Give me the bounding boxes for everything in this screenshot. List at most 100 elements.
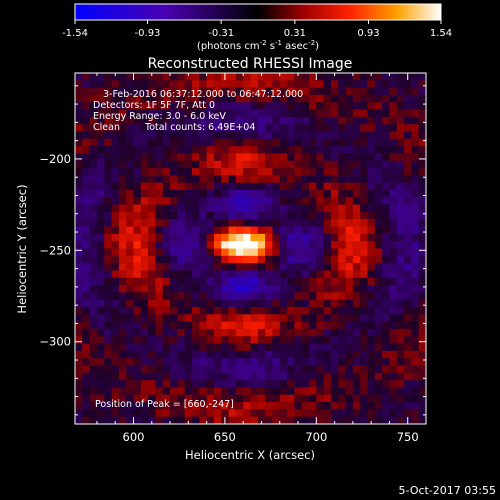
heatmap-cell <box>345 336 354 344</box>
heatmap-cell <box>316 372 324 381</box>
heatmap-cell <box>199 409 207 417</box>
heatmap-cell <box>323 380 332 388</box>
heatmap-cell <box>96 255 105 264</box>
heatmap-cell <box>250 336 259 344</box>
heatmap-cell <box>309 416 317 424</box>
heatmap-cell <box>360 211 368 220</box>
heatmap-cell <box>250 87 259 96</box>
heatmap-cell <box>323 241 332 249</box>
heatmap-cell <box>228 80 237 88</box>
heatmap-cell <box>418 336 426 344</box>
heatmap-cell <box>96 321 105 330</box>
heatmap-cell <box>338 131 346 140</box>
heatmap-cell <box>265 263 273 271</box>
heatmap-cell <box>257 160 266 169</box>
heatmap-cell <box>126 116 134 125</box>
heatmap-cell <box>352 197 361 205</box>
heatmap-cell <box>162 80 171 88</box>
heatmap-cell <box>118 168 127 176</box>
heatmap-cell <box>118 197 127 205</box>
heatmap-cell <box>148 241 156 249</box>
heatmap-cell <box>374 263 383 271</box>
heatmap-cell <box>192 226 200 235</box>
heatmap-cell <box>294 204 302 213</box>
heatmap-cell <box>104 219 112 227</box>
heatmap-cell <box>221 160 229 169</box>
heatmap-cell <box>374 292 383 300</box>
heatmap-cell <box>279 285 288 293</box>
heatmap-cell <box>140 153 149 162</box>
heatmap-cell <box>221 314 229 322</box>
heatmap-cell <box>235 285 244 293</box>
heatmap-cell <box>177 182 185 191</box>
heatmap-cell <box>404 241 412 249</box>
heatmap-cell <box>75 87 83 96</box>
heatmap-cell <box>118 416 127 424</box>
heatmap-cell <box>82 197 90 205</box>
heatmap-cell <box>221 299 229 308</box>
heatmap-cell <box>330 226 339 235</box>
heatmap-cell <box>228 350 237 359</box>
heatmap-cell <box>155 321 164 330</box>
heatmap-cell <box>96 160 105 169</box>
heatmap-cell <box>96 168 105 176</box>
heatmap-cell <box>140 175 149 183</box>
heatmap-cell <box>309 233 317 242</box>
heatmap-cell <box>345 160 354 169</box>
heatmap-cell <box>352 153 361 162</box>
heatmap-cell <box>418 255 426 264</box>
heatmap-cell <box>199 343 207 352</box>
heatmap-cell <box>323 124 332 132</box>
heatmap-cell <box>367 263 376 271</box>
heatmap-cell <box>287 402 295 410</box>
heatmap-cell <box>221 321 229 330</box>
heatmap-cell <box>111 168 120 176</box>
heatmap-cell <box>367 307 376 315</box>
heatmap-cell <box>257 190 266 198</box>
heatmap-cell <box>272 116 281 125</box>
heatmap-cell <box>118 336 127 344</box>
heatmap-cell <box>309 336 317 344</box>
heatmap-cell <box>155 219 164 227</box>
heatmap-cell <box>279 416 288 424</box>
heatmap-cell <box>374 314 383 322</box>
heatmap-cell <box>89 109 98 118</box>
heatmap-cell <box>272 175 281 183</box>
heatmap-cell <box>309 409 317 417</box>
heatmap-cell <box>199 168 207 176</box>
heatmap-cell <box>213 168 222 176</box>
heatmap-cell <box>228 270 237 279</box>
annotation-counts: Total counts: 6.49E+04 <box>144 122 255 133</box>
heatmap-cell <box>418 285 426 293</box>
heatmap-cell <box>133 80 142 88</box>
heatmap-cell <box>345 241 354 249</box>
heatmap-cell <box>352 219 361 227</box>
heatmap-cell <box>265 328 273 337</box>
heatmap-cell <box>213 248 222 257</box>
heatmap-cell <box>418 175 426 183</box>
heatmap-cell <box>309 109 317 118</box>
heatmap-cell <box>411 146 419 154</box>
heatmap-cell <box>265 190 273 198</box>
heatmap-cell <box>418 160 426 169</box>
heatmap-cell <box>104 168 112 176</box>
heatmap-cell <box>352 116 361 125</box>
heatmap-cell <box>133 314 142 322</box>
heatmap-cell <box>323 204 332 213</box>
heatmap-cell <box>221 350 229 359</box>
heatmap-cell <box>126 328 134 337</box>
heatmap-cell <box>404 409 412 417</box>
heatmap-cell <box>221 233 229 242</box>
heatmap-cell <box>287 241 295 249</box>
heatmap-cell <box>155 343 164 352</box>
heatmap-cell <box>352 263 361 271</box>
heatmap-cell <box>294 102 302 110</box>
heatmap-cell <box>301 241 310 249</box>
heatmap-cell <box>213 285 222 293</box>
heatmap-cell <box>133 226 142 235</box>
heatmap-cell <box>111 321 120 330</box>
heatmap-cell <box>184 160 193 169</box>
heatmap-cell <box>316 102 324 110</box>
heatmap-cell <box>396 292 405 300</box>
heatmap-cell <box>250 416 259 424</box>
